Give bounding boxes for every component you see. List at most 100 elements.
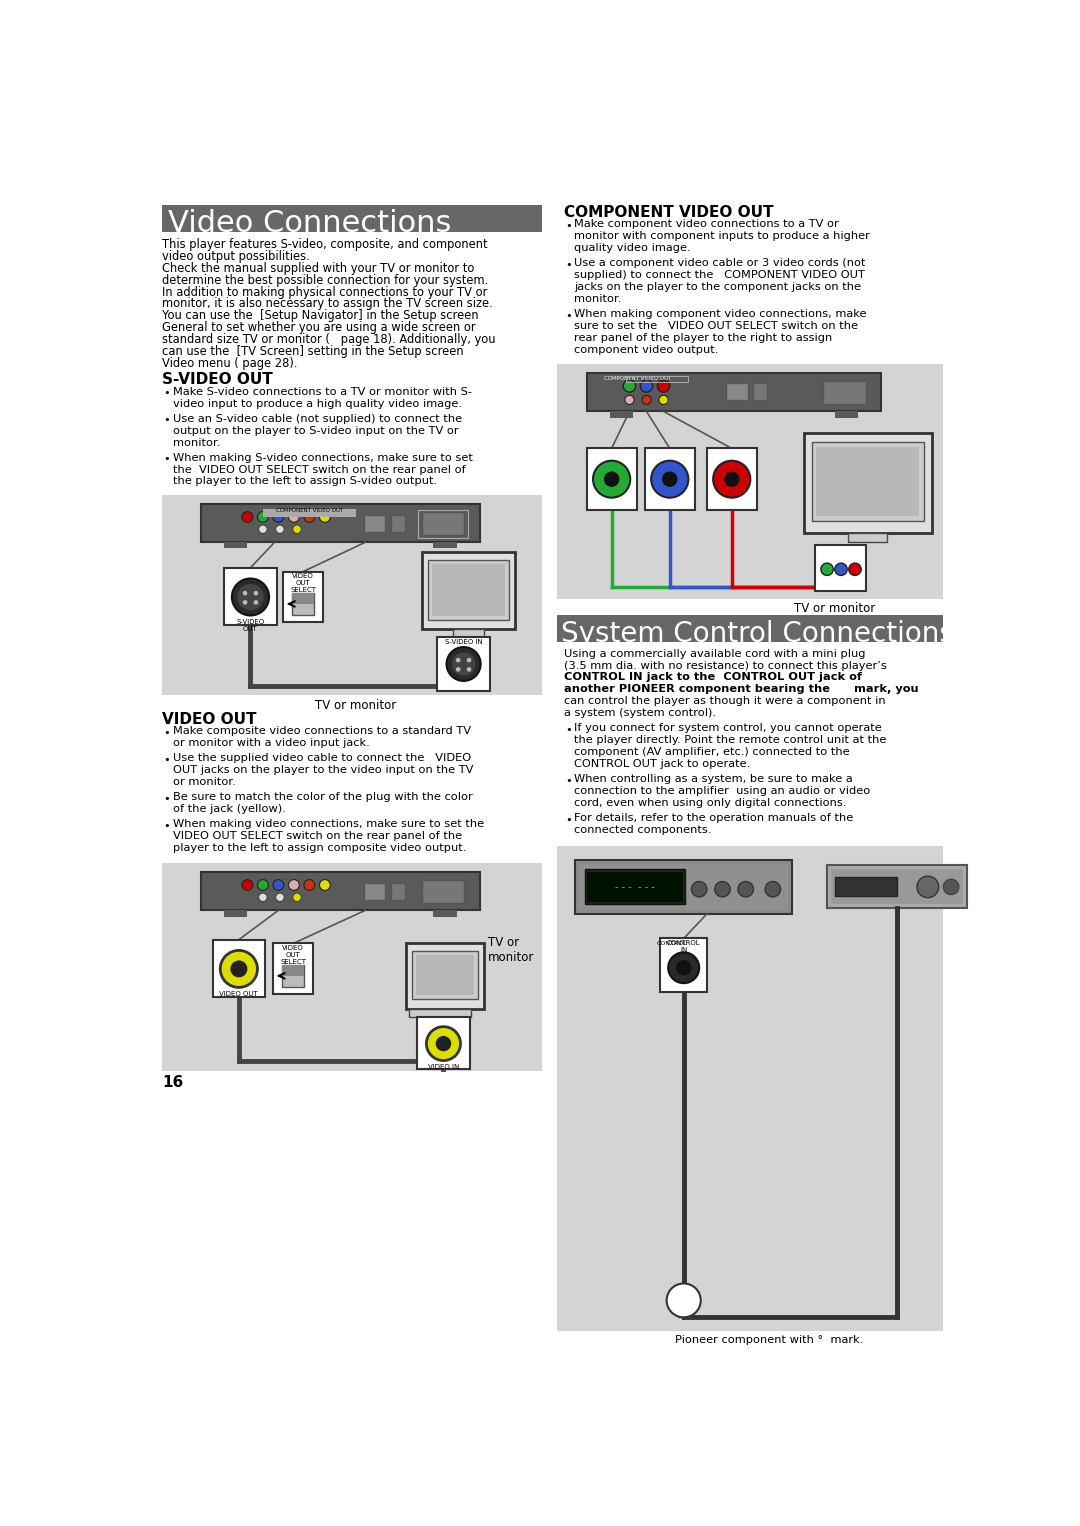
Bar [584,870,685,903]
Circle shape [257,511,268,522]
Text: •: • [565,725,572,736]
Text: connected components.: connected components. [575,826,712,835]
Text: VIDEO
OUT
SELECT: VIDEO OUT SELECT [280,945,306,964]
Text: Be sure to match the color of the plug with the color: Be sure to match the color of the plug w… [173,792,473,803]
Bar [433,542,457,548]
Bar [162,862,542,1071]
Circle shape [275,893,284,902]
Text: CONTROL: CONTROL [657,942,687,946]
Circle shape [451,653,475,676]
Circle shape [242,879,253,890]
Bar [816,447,919,516]
Circle shape [303,511,314,522]
Text: VIDEO OUT SELECT switch on the rear panel of the: VIDEO OUT SELECT switch on the rear pane… [173,832,462,841]
Circle shape [435,1036,451,1051]
Circle shape [849,563,861,575]
Text: the player directly. Point the remote control unit at the: the player directly. Point the remote co… [575,736,887,745]
Bar [823,380,866,404]
Text: TV or monitor: TV or monitor [794,603,876,615]
Bar [406,943,484,1009]
Text: another PIONEER component bearing the      mark, you: another PIONEER component bearing the ma… [564,684,918,694]
Bar [422,552,515,629]
Text: •: • [164,388,171,398]
Circle shape [821,563,834,575]
Circle shape [943,879,959,894]
Circle shape [273,511,284,522]
Text: monitor with component inputs to produce a higher: monitor with component inputs to produce… [575,232,870,241]
Text: - - -  - - -: - - - - - - [615,882,654,891]
Circle shape [691,882,707,897]
Text: System Control Connections: System Control Connections [562,620,954,649]
Text: sure to set the   VIDEO OUT SELECT switch on the: sure to set the VIDEO OUT SELECT switch … [575,320,859,331]
Circle shape [724,472,740,487]
Text: If you connect for system control, you cannot operate: If you connect for system control, you c… [575,723,882,734]
Text: supplied) to connect the   COMPONENT VIDEO OUT: supplied) to connect the COMPONENT VIDEO… [575,270,865,281]
Text: or monitor.: or monitor. [173,777,235,787]
Circle shape [258,525,267,534]
Text: Video menu ( page 28).: Video menu ( page 28). [162,357,298,371]
Text: jacks on the player to the component jacks on the: jacks on the player to the component jac… [575,282,862,291]
Circle shape [320,879,330,890]
Bar [576,861,793,914]
Text: When controlling as a system, be sure to make a: When controlling as a system, be sure to… [575,774,853,784]
Text: Make composite video connections to a standard TV: Make composite video connections to a st… [173,726,471,737]
Text: Check the manual supplied with your TV or monitor to: Check the manual supplied with your TV o… [162,261,474,275]
Circle shape [917,876,939,897]
Circle shape [713,461,751,497]
Circle shape [220,951,257,987]
Circle shape [659,395,669,404]
Circle shape [604,472,619,487]
Bar [811,443,924,520]
Bar [557,845,943,1331]
Circle shape [593,461,631,497]
Circle shape [666,1283,701,1317]
Text: CONTROL
IN: CONTROL IN [666,940,701,954]
Circle shape [275,525,284,534]
Bar [437,636,490,691]
Circle shape [242,511,253,522]
Text: output on the player to S-video input on the TV or: output on the player to S-video input on… [173,426,459,435]
Bar [364,884,386,900]
Text: For details, refer to the operation manuals of the: For details, refer to the operation manu… [575,813,853,823]
Bar [835,877,896,896]
Text: •: • [164,755,171,765]
Bar [225,568,276,626]
Circle shape [303,879,314,890]
Circle shape [651,461,688,497]
Circle shape [738,882,754,897]
Bar [417,1016,470,1070]
Circle shape [254,591,258,595]
Bar [557,363,943,598]
Bar [162,494,542,694]
Text: CONTROL IN jack to the  CONTROL OUT jack of: CONTROL IN jack to the CONTROL OUT jack … [564,673,862,682]
Text: COMPONENT VIDEO OUT: COMPONENT VIDEO OUT [564,204,773,220]
Bar [422,879,464,903]
Bar [213,940,266,998]
Text: •: • [565,259,572,270]
Text: component video output.: component video output. [575,345,719,356]
Bar [661,938,707,992]
Circle shape [288,879,299,890]
Text: TV or monitor: TV or monitor [315,699,396,711]
Bar [586,449,637,510]
Text: S-VIDEO
OUT: S-VIDEO OUT [237,620,265,632]
Bar [411,951,478,1000]
Bar [273,943,313,993]
Text: determine the best possible connection for your system.: determine the best possible connection f… [162,273,488,287]
Bar [282,964,303,975]
Circle shape [238,584,264,610]
Bar [408,1009,471,1016]
Text: the player to the left to assign S-video output.: the player to the left to assign S-video… [173,476,437,487]
Text: quality video image.: quality video image. [575,243,691,253]
Text: video input to produce a high quality video image.: video input to produce a high quality vi… [173,398,462,409]
Bar [225,911,247,917]
Circle shape [320,511,330,522]
Bar [293,594,314,615]
Text: •: • [164,821,171,830]
Text: (3.5 mm dia. with no resistance) to connect this player’s: (3.5 mm dia. with no resistance) to conn… [564,661,887,670]
Bar [418,510,469,537]
Bar [201,871,480,911]
Text: VIDEO OUT: VIDEO OUT [162,711,257,726]
Bar [831,870,962,903]
Circle shape [232,578,269,615]
